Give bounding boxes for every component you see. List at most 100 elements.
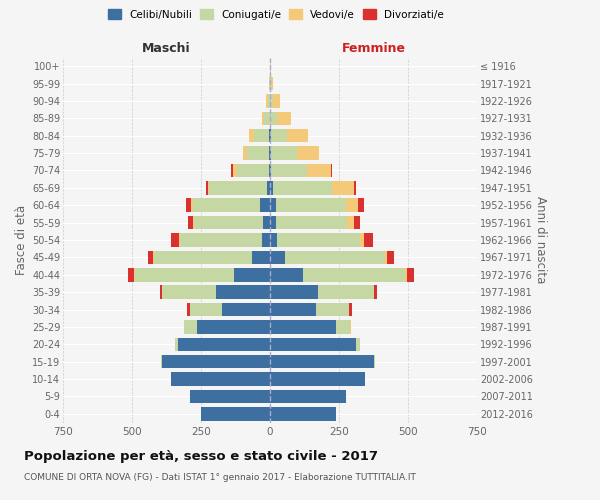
- Text: Femmine: Femmine: [341, 42, 406, 55]
- Bar: [347, 216, 354, 230]
- Bar: [186, 198, 191, 212]
- Bar: [270, 355, 373, 368]
- Bar: [271, 129, 287, 142]
- Bar: [154, 250, 252, 264]
- Bar: [354, 216, 360, 230]
- Bar: [270, 146, 271, 160]
- Bar: [273, 181, 332, 194]
- Text: COMUNE DI ORTA NOVA (FG) - Dati ISTAT 1° gennaio 2017 - Elaborazione TUTTITALIA.: COMUNE DI ORTA NOVA (FG) - Dati ISTAT 1°…: [24, 472, 416, 482]
- Bar: [160, 286, 162, 299]
- Bar: [270, 286, 319, 299]
- Legend: Celibi/Nubili, Coniugati/e, Vedovi/e, Divorziati/e: Celibi/Nubili, Coniugati/e, Vedovi/e, Di…: [104, 5, 448, 24]
- Bar: [385, 250, 387, 264]
- Y-axis label: Fasce di età: Fasce di età: [14, 205, 28, 275]
- Bar: [270, 338, 356, 351]
- Bar: [271, 164, 307, 177]
- Bar: [349, 302, 352, 316]
- Bar: [193, 198, 260, 212]
- Bar: [373, 286, 374, 299]
- Y-axis label: Anni di nascita: Anni di nascita: [533, 196, 547, 284]
- Bar: [266, 94, 268, 108]
- Bar: [270, 112, 277, 125]
- Bar: [178, 338, 270, 351]
- Bar: [265, 112, 270, 125]
- Bar: [153, 250, 154, 264]
- Bar: [216, 286, 270, 299]
- Bar: [331, 164, 332, 177]
- Bar: [274, 94, 280, 108]
- Bar: [263, 216, 270, 230]
- Bar: [407, 268, 414, 281]
- Bar: [285, 250, 385, 264]
- Bar: [270, 216, 275, 230]
- Bar: [307, 164, 331, 177]
- Bar: [128, 268, 134, 281]
- Bar: [197, 320, 270, 334]
- Bar: [206, 181, 208, 194]
- Bar: [269, 129, 270, 142]
- Bar: [373, 355, 375, 368]
- Bar: [270, 181, 273, 194]
- Bar: [346, 198, 358, 212]
- Bar: [171, 233, 179, 247]
- Bar: [179, 233, 181, 247]
- Bar: [275, 216, 347, 230]
- Bar: [269, 146, 270, 160]
- Bar: [190, 302, 222, 316]
- Bar: [222, 302, 270, 316]
- Bar: [194, 216, 263, 230]
- Bar: [354, 181, 356, 194]
- Bar: [187, 302, 190, 316]
- Bar: [287, 129, 308, 142]
- Bar: [175, 338, 178, 351]
- Bar: [270, 250, 285, 264]
- Bar: [270, 320, 336, 334]
- Bar: [270, 77, 271, 90]
- Bar: [247, 146, 269, 160]
- Bar: [260, 198, 270, 212]
- Bar: [249, 129, 254, 142]
- Bar: [316, 302, 349, 316]
- Bar: [374, 286, 377, 299]
- Bar: [271, 77, 273, 90]
- Bar: [188, 216, 193, 230]
- Text: Popolazione per età, sesso e stato civile - 2017: Popolazione per età, sesso e stato civil…: [24, 450, 378, 463]
- Bar: [208, 181, 209, 194]
- Bar: [336, 320, 350, 334]
- Bar: [252, 250, 270, 264]
- Bar: [270, 198, 275, 212]
- Bar: [134, 268, 135, 281]
- Bar: [364, 233, 373, 247]
- Text: Maschi: Maschi: [142, 42, 191, 55]
- Bar: [332, 181, 354, 194]
- Bar: [268, 94, 270, 108]
- Bar: [148, 250, 153, 264]
- Bar: [237, 164, 269, 177]
- Bar: [270, 390, 346, 403]
- Bar: [234, 268, 270, 281]
- Bar: [277, 112, 290, 125]
- Bar: [170, 372, 270, 386]
- Bar: [297, 146, 319, 160]
- Bar: [387, 250, 394, 264]
- Bar: [190, 390, 270, 403]
- Bar: [270, 407, 336, 420]
- Bar: [270, 302, 316, 316]
- Bar: [135, 268, 234, 281]
- Bar: [271, 146, 297, 160]
- Bar: [201, 407, 270, 420]
- Bar: [191, 198, 193, 212]
- Bar: [277, 233, 360, 247]
- Bar: [270, 233, 277, 247]
- Bar: [405, 268, 407, 281]
- Bar: [209, 181, 267, 194]
- Bar: [303, 268, 405, 281]
- Bar: [358, 198, 364, 212]
- Bar: [163, 355, 270, 368]
- Bar: [233, 164, 237, 177]
- Bar: [270, 94, 274, 108]
- Bar: [262, 233, 270, 247]
- Bar: [232, 164, 233, 177]
- Bar: [163, 286, 216, 299]
- Bar: [267, 181, 270, 194]
